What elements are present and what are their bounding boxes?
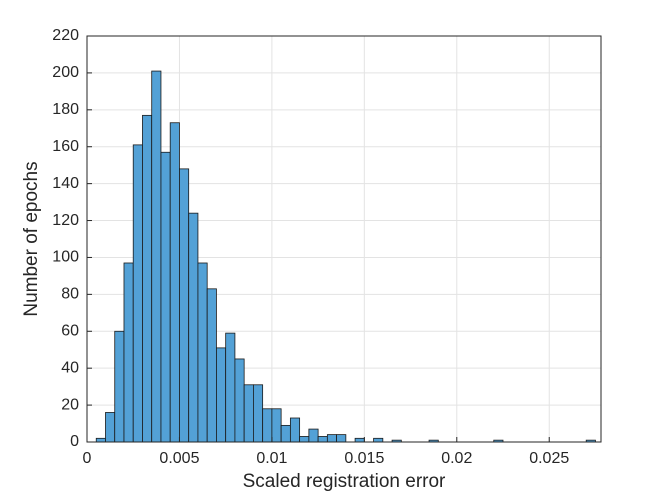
bar: [253, 384, 264, 443]
bar: [234, 358, 245, 443]
y-tick-label: 120: [52, 212, 79, 229]
bar: [197, 262, 208, 443]
axes-box: [86, 35, 602, 443]
bar: [188, 212, 199, 443]
y-tick-label: 60: [61, 322, 79, 339]
bar: [280, 424, 291, 443]
x-tick-label: 0.005: [159, 450, 199, 467]
y-tick-label: 140: [52, 175, 79, 192]
bar: [271, 408, 282, 443]
x-axis-label: Scaled registration error: [243, 471, 446, 492]
bar: [289, 417, 301, 443]
y-tick-label: 200: [52, 64, 79, 81]
bar: [123, 262, 134, 443]
bar: [169, 122, 180, 443]
x-tick-label: 0.01: [256, 450, 287, 467]
bar: [308, 428, 319, 443]
bar: [317, 436, 328, 443]
bar: [243, 384, 254, 443]
bar: [336, 434, 347, 443]
x-tick-label: 0: [83, 450, 92, 467]
bar: [299, 436, 310, 443]
bar: [105, 412, 116, 443]
y-tick-label: 220: [52, 27, 79, 44]
y-tick-label: 100: [52, 249, 79, 266]
bar: [354, 437, 365, 443]
bar: [326, 434, 338, 443]
x-tick-label: 0.02: [441, 450, 472, 467]
bar: [95, 437, 106, 443]
y-tick-label: 20: [61, 396, 79, 413]
bar: [262, 408, 273, 443]
bar: [206, 288, 217, 443]
bar: [151, 70, 162, 443]
y-tick-label: 160: [52, 138, 79, 155]
bar: [216, 347, 227, 443]
bar: [373, 437, 384, 443]
y-tick-label: 80: [61, 286, 79, 303]
bar: [132, 144, 143, 443]
bar: [179, 168, 190, 443]
x-tick-label: 0.025: [529, 450, 569, 467]
bar: [160, 151, 171, 443]
y-tick-label: 40: [61, 359, 79, 376]
bar: [114, 330, 125, 443]
x-tick-label: 0.015: [344, 450, 384, 467]
y-tick-label: 180: [52, 101, 79, 118]
y-tick-label: 0: [70, 433, 79, 450]
bar: [225, 332, 236, 443]
y-axis-label: Number of epochs: [21, 161, 42, 316]
bar: [142, 114, 153, 443]
